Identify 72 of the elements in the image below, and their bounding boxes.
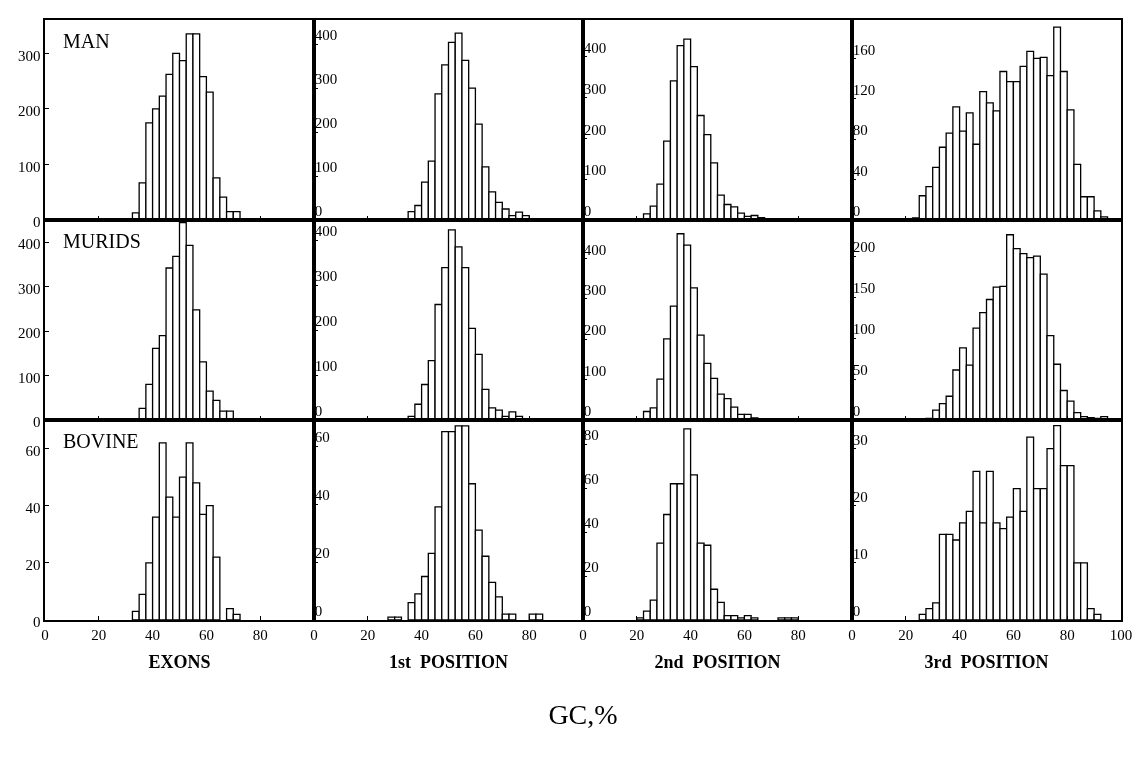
y-tick-label: 100 (314, 159, 338, 176)
x-tick-label: 80 (521, 626, 537, 643)
y-tick-label: 50 (852, 362, 868, 379)
x-tick-label: 20 (91, 626, 107, 643)
y-tick-label: 40 (583, 515, 599, 532)
y-tick-label: 10 (852, 546, 868, 563)
x-tick-label: 60 (198, 626, 214, 643)
y-tick-label: 400 (583, 39, 607, 56)
y-tick-label: 200 (583, 121, 607, 138)
y-tick-label: 100 (583, 162, 607, 179)
x-tick-label: 40 (414, 626, 430, 643)
x-tick-label: 20 (629, 626, 645, 643)
x-tick-label: 20 (360, 626, 376, 643)
y-tick-label: 300 (17, 280, 41, 297)
y-tick-label: 200 (17, 325, 41, 342)
x-tick-label: 40 (952, 626, 968, 643)
x-tick-label: 60 (467, 626, 483, 643)
y-tick-label: 300 (583, 282, 607, 299)
y-tick-label: 200 (314, 313, 338, 330)
x-tick-label: 100 (1109, 626, 1133, 643)
y-tick-label: 400 (17, 236, 41, 253)
y-tick-label: 60 (314, 429, 330, 446)
y-tick-label: 300 (314, 268, 338, 285)
annotation: MAN (63, 30, 110, 52)
y-tick-label: 200 (852, 239, 876, 256)
y-tick-label: 200 (583, 322, 607, 339)
x-tick-label: 40 (145, 626, 161, 643)
x-tick-label: 80 (790, 626, 806, 643)
y-tick-label: 20 (314, 545, 330, 562)
x-axis-title: 2nd POSITION (654, 652, 781, 673)
text: GC,% (548, 699, 618, 731)
y-tick-label: 40 (314, 487, 330, 504)
x-tick-label: 20 (898, 626, 914, 643)
y-tick-label: 20 (852, 488, 868, 505)
y-tick-label: 300 (17, 47, 41, 64)
y-tick-label: 20 (25, 557, 41, 574)
y-tick-label: 80 (583, 427, 599, 444)
y-tick-label: 120 (852, 82, 876, 99)
x-tick-label: 60 (1005, 626, 1021, 643)
y-tick-label: 150 (852, 280, 876, 297)
y-tick-label: 300 (314, 71, 338, 88)
y-tick-label: 0 (32, 214, 41, 231)
x-tick-label: 80 (252, 626, 268, 643)
annotation: BOVINE (63, 430, 139, 452)
y-tick-label: 0 (32, 414, 41, 431)
x-axis-title: 3rd POSITION (924, 652, 1049, 673)
y-tick-label: 400 (314, 223, 338, 240)
y-tick-label: 60 (25, 442, 41, 459)
y-tick-label: 100 (17, 369, 41, 386)
y-tick-label: 100 (852, 321, 876, 338)
x-tick-label: 80 (1059, 626, 1075, 643)
x-tick-label: 60 (736, 626, 752, 643)
x-axis-title: 1st POSITION (388, 652, 509, 673)
y-tick-label: 200 (17, 103, 41, 120)
y-tick-label: 400 (314, 27, 338, 44)
y-tick-label: 100 (314, 358, 338, 375)
y-tick-label: 40 (852, 162, 868, 179)
y-tick-label: 20 (583, 559, 599, 576)
x-tick-label: 40 (683, 626, 699, 643)
y-tick-label: 0 (32, 614, 41, 631)
y-tick-label: 100 (583, 362, 607, 379)
y-tick-label: 30 (852, 431, 868, 448)
y-tick-label: 40 (25, 499, 41, 516)
y-tick-label: 400 (583, 241, 607, 258)
y-tick-label: 300 (583, 80, 607, 97)
y-tick-label: 60 (583, 471, 599, 488)
y-tick-label: 200 (314, 115, 338, 132)
x-axis-title: EXONS (148, 652, 211, 673)
y-tick-label: 100 (17, 158, 41, 175)
annotation: MURIDS (63, 230, 141, 252)
y-tick-label: 80 (852, 122, 868, 139)
y-tick-label: 160 (852, 41, 876, 58)
